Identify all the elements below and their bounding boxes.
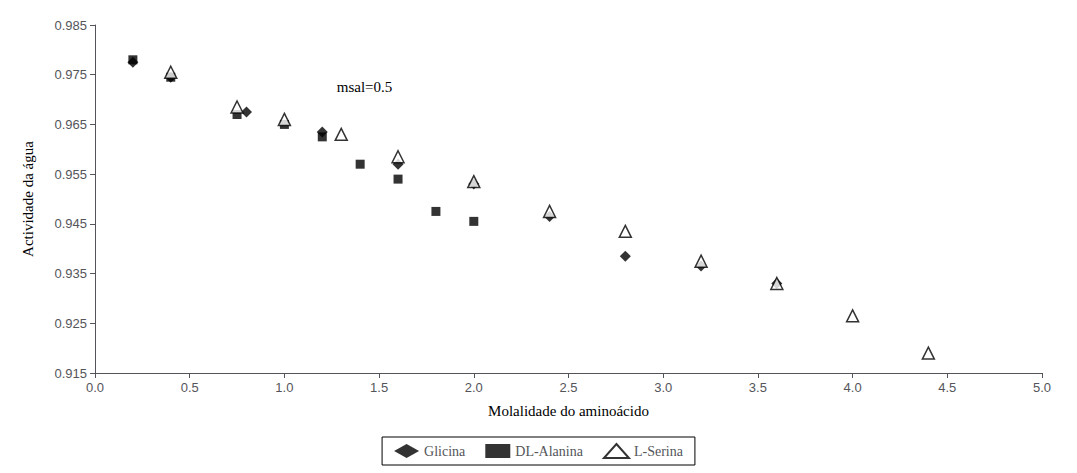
svg-text:1.5: 1.5 — [370, 380, 388, 395]
svg-text:0.945: 0.945 — [54, 216, 87, 231]
svg-text:Molalidade do aminoácido: Molalidade do aminoácido — [488, 403, 649, 419]
svg-text:Glicina: Glicina — [424, 444, 466, 459]
svg-text:L-Serina: L-Serina — [634, 444, 684, 459]
svg-text:3.5: 3.5 — [749, 380, 767, 395]
svg-text:0.925: 0.925 — [54, 316, 87, 331]
svg-text:DL-Alanina: DL-Alanina — [515, 444, 583, 459]
svg-text:0.5: 0.5 — [181, 380, 199, 395]
svg-text:1.0: 1.0 — [275, 380, 293, 395]
svg-text:2.0: 2.0 — [465, 380, 483, 395]
svg-text:0.985: 0.985 — [54, 18, 87, 33]
svg-text:2.5: 2.5 — [559, 380, 577, 395]
svg-text:0.935: 0.935 — [54, 266, 87, 281]
svg-text:3.0: 3.0 — [654, 380, 672, 395]
svg-text:5.0: 5.0 — [1033, 380, 1051, 395]
svg-text:Actividade da água: Actividade da água — [20, 141, 36, 257]
svg-text:4.5: 4.5 — [938, 380, 956, 395]
svg-text:0.975: 0.975 — [54, 67, 87, 82]
svg-text:0.915: 0.915 — [54, 366, 87, 381]
svg-text:0.965: 0.965 — [54, 117, 87, 132]
svg-text:0.955: 0.955 — [54, 167, 87, 182]
svg-text:4.0: 4.0 — [844, 380, 862, 395]
svg-text:msal=0.5: msal=0.5 — [337, 79, 393, 95]
svg-text:0.0: 0.0 — [86, 380, 104, 395]
